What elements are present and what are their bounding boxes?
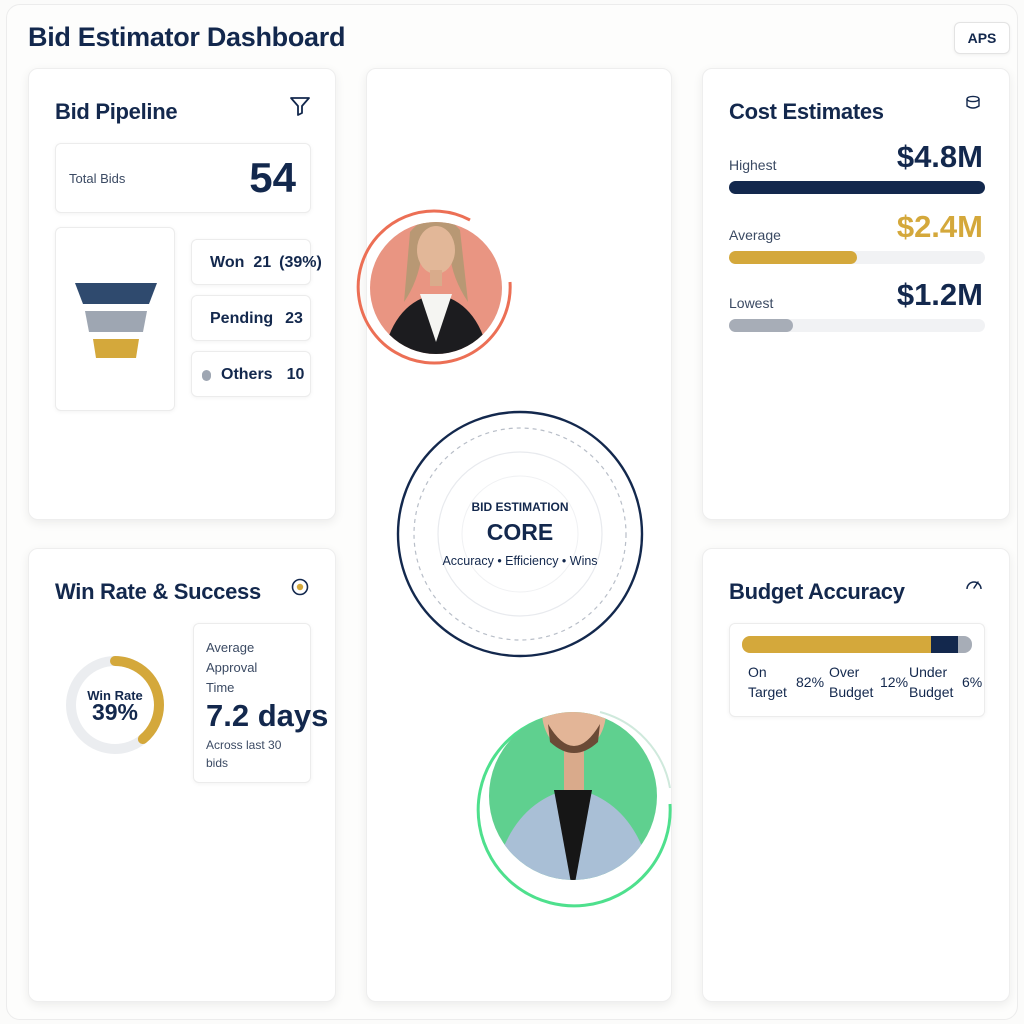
status-pending-value: 23 xyxy=(285,310,303,327)
status-won-label: Won xyxy=(210,254,245,271)
target-icon[interactable] xyxy=(291,578,309,601)
win-rate-gauge: Win Rate 39% xyxy=(63,653,167,757)
reviewer-avatar-female[interactable] xyxy=(352,182,520,374)
cost-highest-track xyxy=(729,181,985,194)
budget-on-target-label: On Target xyxy=(748,664,787,700)
win-rate-card: Win Rate & Success Win Rate 39% Average … xyxy=(28,548,336,1002)
cost-average-bar xyxy=(729,251,857,264)
status-won-value: 21 xyxy=(253,254,272,271)
status-others-label: Others xyxy=(221,366,273,383)
budget-segment-over-budget xyxy=(930,636,959,653)
cost-average-label: Average xyxy=(729,227,781,243)
approval-time-value: 7.2 days xyxy=(206,698,329,733)
cost-estimates-title: Cost Estimates xyxy=(729,99,884,124)
cost-lowest-track xyxy=(729,319,985,332)
status-dot-icon xyxy=(202,369,211,381)
budget-over-value: 12% xyxy=(880,674,909,690)
cost-average-track xyxy=(729,251,985,264)
filter-icon[interactable] xyxy=(289,95,311,122)
funnel-stage-won xyxy=(75,283,157,304)
bid-pipeline-title: Bid Pipeline xyxy=(55,99,178,124)
core-title: CORE xyxy=(486,519,554,545)
budget-accuracy-title: Budget Accuracy xyxy=(729,579,905,604)
budget-segment-on-target xyxy=(742,636,931,653)
bid-pipeline-card: Bid Pipeline Total Bids 54 Won 21 (39%) … xyxy=(28,68,336,520)
budget-over-label: Over Budget xyxy=(829,664,874,700)
win-rate-arc xyxy=(66,656,164,754)
cost-lowest-label: Lowest xyxy=(729,295,774,311)
cost-highest-label: Highest xyxy=(729,157,777,173)
total-bids-box: Total Bids 54 xyxy=(55,143,311,213)
cost-lowest-value: $1.2M xyxy=(896,277,983,312)
page-title: Bid Estimator Dashboard xyxy=(28,22,346,52)
funnel-stage-others xyxy=(93,339,139,358)
budget-segment-under-budget xyxy=(958,636,972,653)
funnel-stage-pending xyxy=(85,311,147,332)
total-bids-label: Total Bids xyxy=(69,171,126,186)
core-tagline: Accuracy • Efficiency • Wins xyxy=(442,554,598,568)
status-won-box[interactable]: Won 21 (39%) xyxy=(191,239,322,285)
status-pending-label: Pending xyxy=(210,310,274,327)
funnel-box xyxy=(55,227,175,411)
win-rate-gauge-label: Win Rate xyxy=(87,688,143,703)
cost-lowest-bar xyxy=(729,319,793,332)
user-initials-button[interactable]: APS xyxy=(954,22,1010,54)
budget-under-value: 6% xyxy=(962,674,983,690)
reviewer-avatar-male[interactable] xyxy=(470,664,680,910)
cost-highest-bar xyxy=(729,181,985,194)
core-kicker: BID ESTIMATION xyxy=(471,500,569,514)
speedometer-icon[interactable] xyxy=(965,577,983,596)
win-rate-gauge-value: 39% xyxy=(91,699,139,725)
status-pending-box[interactable]: Pending 23 xyxy=(191,295,311,341)
cost-highest-value: $4.8M xyxy=(896,139,983,174)
cost-average-value: $2.4M xyxy=(896,209,983,244)
status-others-value: 10 xyxy=(286,366,305,383)
budget-under-label: Under Budget xyxy=(909,664,954,700)
win-rate-title: Win Rate & Success xyxy=(55,579,261,604)
funnel-chart xyxy=(75,283,157,358)
budget-on-target-value: 82% xyxy=(796,674,825,690)
approval-time-note: Across last 30 bids xyxy=(206,738,282,770)
status-won-percent: (39%) xyxy=(279,254,322,271)
budget-breakdown-box: On Target 82% Over Budget 12% Under Budg… xyxy=(729,623,985,717)
budget-accuracy-card: Budget Accuracy On Target 82% Over Budge… xyxy=(702,548,1010,1002)
total-bids-value: 54 xyxy=(249,154,296,201)
approval-time-label: Average Approval Time xyxy=(206,640,258,695)
status-others-box[interactable]: Others 10 xyxy=(191,351,311,397)
database-icon[interactable] xyxy=(965,95,981,116)
approval-time-box: Average Approval Time 7.2 days Across la… xyxy=(193,623,328,783)
budget-stacked-bar xyxy=(742,636,972,653)
core-diagram: BID ESTIMATION CORE Accuracy • Efficienc… xyxy=(396,410,644,658)
cost-estimates-card: Cost Estimates Highest $4.8M Average $2.… xyxy=(702,68,1010,520)
